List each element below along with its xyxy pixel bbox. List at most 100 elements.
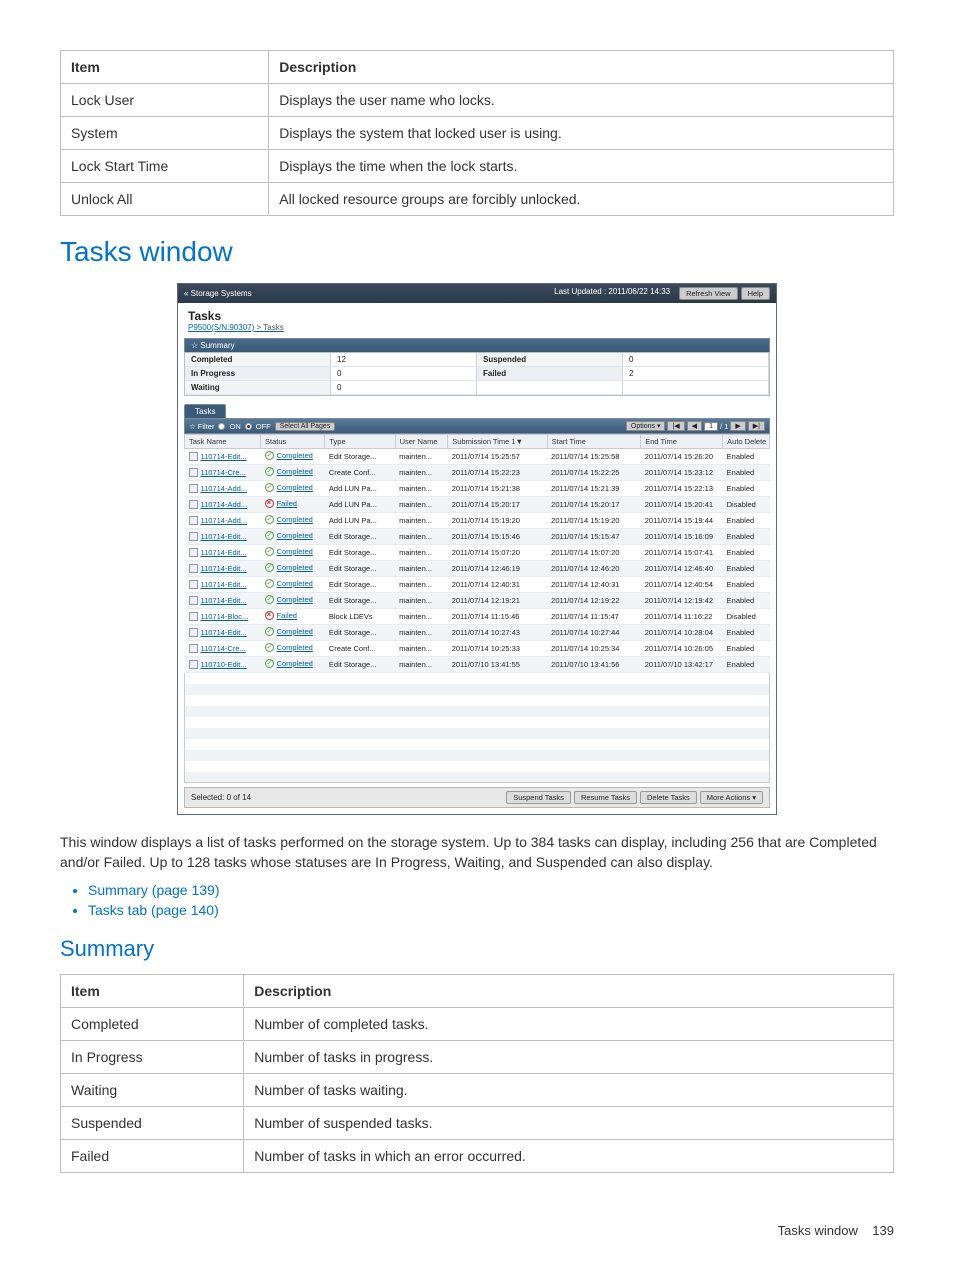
body-paragraph: This window displays a list of tasks per… [60, 833, 894, 872]
status-link[interactable]: Completed [277, 515, 313, 524]
options-button[interactable]: Options ▾ [626, 421, 666, 431]
summary-waiting-value: 0 [331, 381, 477, 395]
status-link[interactable]: Completed [277, 547, 313, 556]
breadcrumb-link[interactable]: P9500(S/N:90307) [188, 323, 254, 332]
summary-completed-value: 12 [331, 353, 477, 367]
section-title: Tasks window [60, 236, 894, 268]
task-link[interactable]: 110714-Edit... [201, 548, 247, 557]
task-link[interactable]: 110714-Bloc... [201, 612, 249, 621]
task-link[interactable]: 110714-Cre... [201, 468, 246, 477]
col-task-name[interactable]: Task Name [185, 435, 261, 449]
type-cell: Add LUN Pa... [325, 497, 395, 513]
task-icon [189, 660, 198, 669]
status-link[interactable]: Completed [277, 579, 313, 588]
refresh-button[interactable]: Refresh View [679, 287, 737, 300]
pager-prev-icon[interactable]: ◀ [687, 421, 702, 431]
task-row[interactable]: 110714-Add...CompletedAdd LUN Pa...maint… [185, 513, 770, 529]
task-link[interactable]: 110714-Edit... [201, 628, 247, 637]
link-tasks-tab[interactable]: Tasks tab (page 140) [88, 902, 219, 918]
user-cell: mainten... [395, 449, 448, 465]
start-cell: 2011/07/14 15:19:20 [547, 513, 641, 529]
error-icon [265, 611, 274, 620]
resume-button[interactable]: Resume Tasks [574, 791, 637, 804]
status-link[interactable]: Completed [277, 483, 313, 492]
summary-panel-header[interactable]: ☆ Summary [184, 338, 770, 352]
summary-items-table: Item Description CompletedNumber of comp… [60, 974, 894, 1173]
pager-last-icon[interactable]: ▶| [748, 421, 765, 431]
task-row[interactable]: 110714-Bloc...FailedBlock LDEVsmainten..… [185, 609, 770, 625]
task-row[interactable]: 110714-Edit...CompletedEdit Storage...ma… [185, 529, 770, 545]
pager-current[interactable]: 1 [704, 422, 718, 431]
summary-failed-value: 2 [623, 367, 769, 381]
filter-on-radio[interactable] [218, 423, 225, 430]
link-summary[interactable]: Summary (page 139) [88, 882, 220, 898]
status-link[interactable]: Completed [277, 643, 313, 652]
status-link[interactable]: Completed [277, 595, 313, 604]
task-row[interactable]: 110714-Edit...CompletedEdit Storage...ma… [185, 545, 770, 561]
task-link[interactable]: 110714-Edit... [201, 452, 247, 461]
status-link[interactable]: Completed [277, 627, 313, 636]
col-type[interactable]: Type [325, 435, 395, 449]
status-link[interactable]: Completed [277, 659, 313, 668]
filter-off-radio[interactable] [245, 423, 252, 430]
start-cell: 2011/07/14 15:22:25 [547, 465, 641, 481]
task-row[interactable]: 110714-Edit...CompletedEdit Storage...ma… [185, 449, 770, 465]
task-row[interactable]: 110714-Add...FailedAdd LUN Pa...mainten.… [185, 497, 770, 513]
link-list: Summary (page 139) Tasks tab (page 140) [88, 882, 894, 918]
task-link[interactable]: 110710-Edit... [201, 660, 247, 669]
submission-cell: 2011/07/14 10:25:33 [448, 641, 547, 657]
task-row[interactable]: 110714-Cre...CompletedCreate Conf...main… [185, 641, 770, 657]
status-link[interactable]: Completed [277, 451, 313, 460]
status-link[interactable]: Failed [277, 611, 297, 620]
task-row[interactable]: 110714-Edit...CompletedEdit Storage...ma… [185, 625, 770, 641]
autodelete-cell: Enabled [723, 625, 770, 641]
summary-inprogress-value: 0 [331, 367, 477, 381]
user-cell: mainten... [395, 545, 448, 561]
task-row[interactable]: 110714-Edit...CompletedEdit Storage...ma… [185, 593, 770, 609]
col-submission[interactable]: Submission Time 1▼ [448, 435, 547, 449]
col-user[interactable]: User Name [395, 435, 448, 449]
status-link[interactable]: Completed [277, 531, 313, 540]
user-cell: mainten... [395, 513, 448, 529]
col-status[interactable]: Status [261, 435, 325, 449]
end-cell: 2011/07/14 12:19:42 [641, 593, 723, 609]
pager-next-icon[interactable]: ▶ [730, 421, 745, 431]
task-link[interactable]: 110714-Edit... [201, 564, 247, 573]
back-link[interactable]: « Storage Systems [184, 289, 252, 298]
col-end[interactable]: End Time [641, 435, 723, 449]
task-row[interactable]: 110710-Edit...CompletedEdit Storage...ma… [185, 657, 770, 673]
task-link[interactable]: 110714-Edit... [201, 596, 247, 605]
status-link[interactable]: Completed [277, 467, 313, 476]
autodelete-cell: Disabled [723, 609, 770, 625]
autodelete-cell: Disabled [723, 497, 770, 513]
task-link[interactable]: 110714-Cre... [201, 644, 246, 653]
task-row[interactable]: 110714-Edit...CompletedEdit Storage...ma… [185, 561, 770, 577]
help-button[interactable]: Help [741, 287, 770, 300]
task-icon [189, 468, 198, 477]
col-autodelete[interactable]: Auto Delete [723, 435, 770, 449]
footer-page: 139 [872, 1223, 894, 1238]
col-start[interactable]: Start Time [547, 435, 641, 449]
delete-button[interactable]: Delete Tasks [640, 791, 697, 804]
select-all-button[interactable]: Select All Pages [275, 422, 336, 431]
task-row[interactable]: 110714-Cre...CompletedCreate Conf...main… [185, 465, 770, 481]
end-cell: 2011/07/14 15:23:12 [641, 465, 723, 481]
task-link[interactable]: 110714-Add... [201, 484, 248, 493]
task-link[interactable]: 110714-Add... [201, 500, 248, 509]
suspend-button[interactable]: Suspend Tasks [506, 791, 571, 804]
task-row[interactable]: 110714-Add...CompletedAdd LUN Pa...maint… [185, 481, 770, 497]
summary-waiting-label: Waiting [185, 381, 331, 395]
check-icon [265, 659, 274, 668]
status-link[interactable]: Completed [277, 563, 313, 572]
autodelete-cell: Enabled [723, 593, 770, 609]
pager-first-icon[interactable]: |◀ [667, 421, 684, 431]
task-link[interactable]: 110714-Edit... [201, 532, 247, 541]
status-link[interactable]: Failed [277, 499, 297, 508]
tasks-tab[interactable]: Tasks [184, 404, 226, 418]
task-link[interactable]: 110714-Add... [201, 516, 248, 525]
task-link[interactable]: 110714-Edit... [201, 580, 247, 589]
more-actions-button[interactable]: More Actions ▾ [700, 791, 763, 804]
task-row[interactable]: 110714-Edit...CompletedEdit Storage...ma… [185, 577, 770, 593]
autodelete-cell: Enabled [723, 545, 770, 561]
type-cell: Edit Storage... [325, 561, 395, 577]
